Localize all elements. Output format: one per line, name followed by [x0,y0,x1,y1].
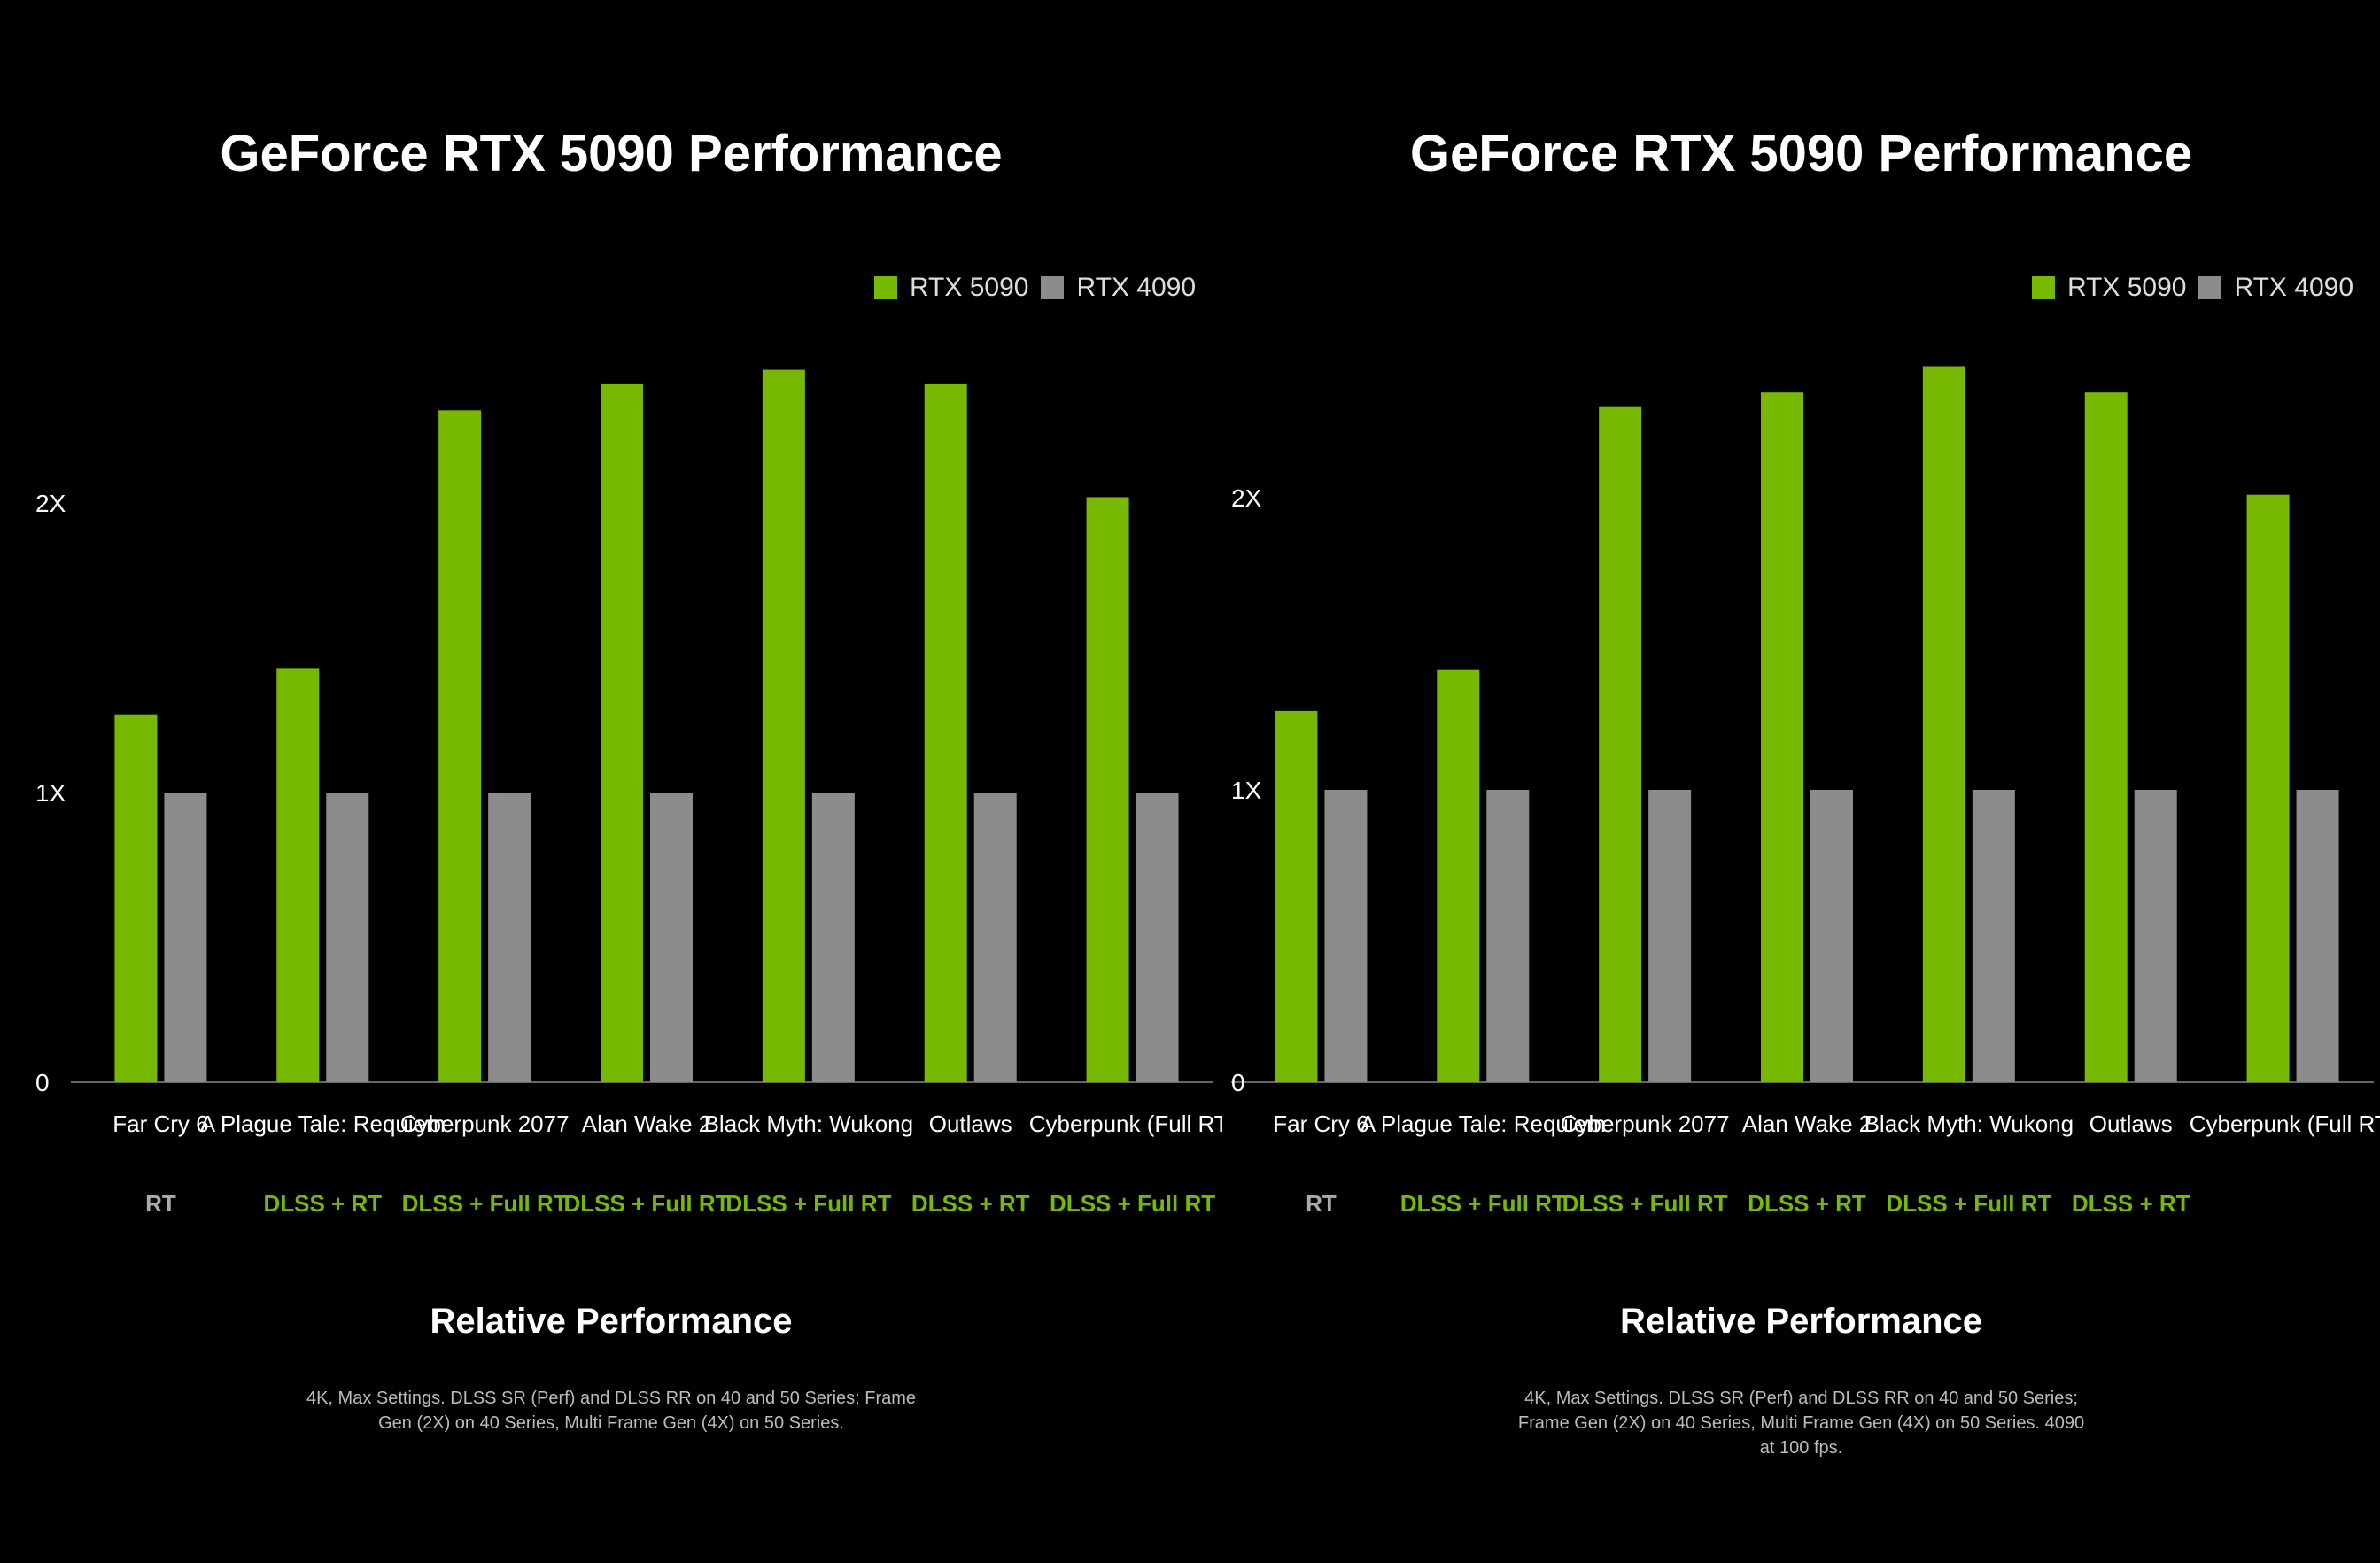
bar-rtx5090 [1599,406,1642,1082]
x-tick-label: Cyberpunk 2077 [1561,1110,1730,1137]
bar-rtx4090 [1972,790,2015,1082]
x-sublabel: DLSS + RT [1748,1190,1866,1217]
y-tick-label: 0 [35,1069,50,1096]
x-tick-label: Cyberpunk (Full RT) [2190,1110,2380,1137]
bar-rtx5090 [762,369,805,1083]
x-sublabel: DLSS + Full RT [1886,1190,2051,1217]
bar-rtx5090 [1275,710,1318,1082]
bar-rtx5090 [924,383,967,1082]
bar-rtx4090 [488,793,531,1082]
legend-swatch-rtx4090 [2198,276,2222,299]
y-tick-label: 2X [35,490,66,517]
bar-rtx5090 [2084,392,2128,1082]
y-tick-label: 1X [35,779,66,807]
x-tick-label: Outlaws [929,1110,1012,1137]
y-tick-label: 0 [1231,1069,1245,1096]
bar-rtx4090 [1136,793,1179,1082]
legend: RTX 5090 RTX 4090 [2031,273,2353,303]
x-sublabel: RT [145,1190,176,1217]
legend: RTX 5090 RTX 4090 [873,273,1196,303]
bar-rtx5090 [438,410,482,1082]
x-tick-label: Alan Wake 2 [1742,1110,1872,1137]
x-sublabel: RT [1306,1190,1337,1217]
bar-rtx4090 [2296,790,2339,1082]
bar-rtx4090 [326,793,369,1082]
x-sublabel: DLSS + RT [911,1190,1030,1217]
x-tick-label: Black Myth: Wukong [1864,1110,2074,1137]
x-sublabel: DLSS + Full RT [1050,1190,1215,1217]
legend-label-rtx5090: RTX 5090 [909,273,1029,302]
bar-rtx4090 [973,793,1017,1082]
bar-rtx5090 [2246,494,2290,1082]
bar-rtx4090 [2134,790,2177,1082]
bar-plot: 0 1X 2X Far Cry 6 RT A Plague Tale: Requiem DL… [35,369,1222,1217]
x-tick-label: Far Cry 6 [1273,1110,1368,1137]
legend-label-rtx4090: RTX 4090 [2234,273,2353,302]
bar-rtx4090 [1810,790,1853,1082]
bar-rtx5090 [1437,669,1480,1082]
x-sublabel: DLSS + Full RT [725,1190,891,1217]
footnote: 4K, Max Settings. DLSS SR (Perf) and DLS… [1517,1389,2085,1458]
bar-rtx4090 [811,793,855,1082]
legend-swatch-rtx4090 [1041,276,1065,299]
bar-rtx4090 [1324,790,1368,1082]
x-sublabel: DLSS + RT [263,1190,382,1217]
x-tick-label: Alan Wake 2 [582,1110,711,1137]
x-tick-label: A Plague Tale: Requiem [1361,1110,1606,1137]
x-tick-label: Outlaws [2089,1110,2173,1137]
bar-rtx5090 [114,714,158,1082]
x-tick-label: Black Myth: Wukong [704,1110,914,1137]
chart-title: GeForce RTX 5090 Performance [1409,125,2193,182]
bar-rtx5090 [601,383,643,1082]
x-tick-label: A Plague Tale: Requiem [200,1110,446,1137]
y-tick-label: 2X [1231,484,1262,512]
legend-swatch-rtx5090 [2031,276,2055,299]
chart-title: GeForce RTX 5090 Performance [220,125,1003,182]
y-axis-label: Relative Performance [430,1302,793,1341]
legend-label-rtx4090: RTX 4090 [1076,273,1196,302]
x-tick-label: Cyberpunk (Full RT) [1029,1110,1222,1137]
right-chart-panel: GeForce RTX 5090 Performance RTX 5090 RT… [1222,0,2380,1563]
x-tick-label: Far Cry 6 [112,1110,208,1137]
bar-rtx5090 [1086,497,1129,1082]
x-sublabel: DLSS + Full RT [1400,1190,1566,1217]
y-axis-label: Relative Performance [1619,1302,1983,1341]
y-tick-label: 1X [1231,777,1262,804]
bar-rtx5090 [1761,392,1803,1082]
legend-label-rtx5090: RTX 5090 [2066,273,2187,302]
x-sublabel: DLSS + RT [2072,1190,2190,1217]
bar-rtx4090 [1486,790,1530,1082]
bar-plot: 0 1X 2X Far Cry 6 RT A Plague Tale: Requiem DL… [1231,366,2380,1217]
bar-rtx5090 [1922,366,1965,1082]
x-tick-label: Cyberpunk 2077 [400,1110,570,1137]
legend-swatch-rtx5090 [873,276,897,299]
x-sublabel: DLSS + Full RT [1562,1190,1728,1217]
footnote: 4K, Max Settings. DLSS SR (Perf) and DLS… [306,1389,917,1433]
bar-rtx4090 [164,793,207,1082]
bar-rtx4090 [1648,790,1692,1082]
x-sublabel: DLSS + Full RT [402,1190,568,1217]
x-sublabel: DLSS + Full RT [563,1190,729,1217]
left-chart-panel: GeForce RTX 5090 Performance RTX 5090 RT… [35,125,1222,1433]
bar-rtx5090 [276,668,320,1082]
bar-rtx4090 [650,793,693,1082]
